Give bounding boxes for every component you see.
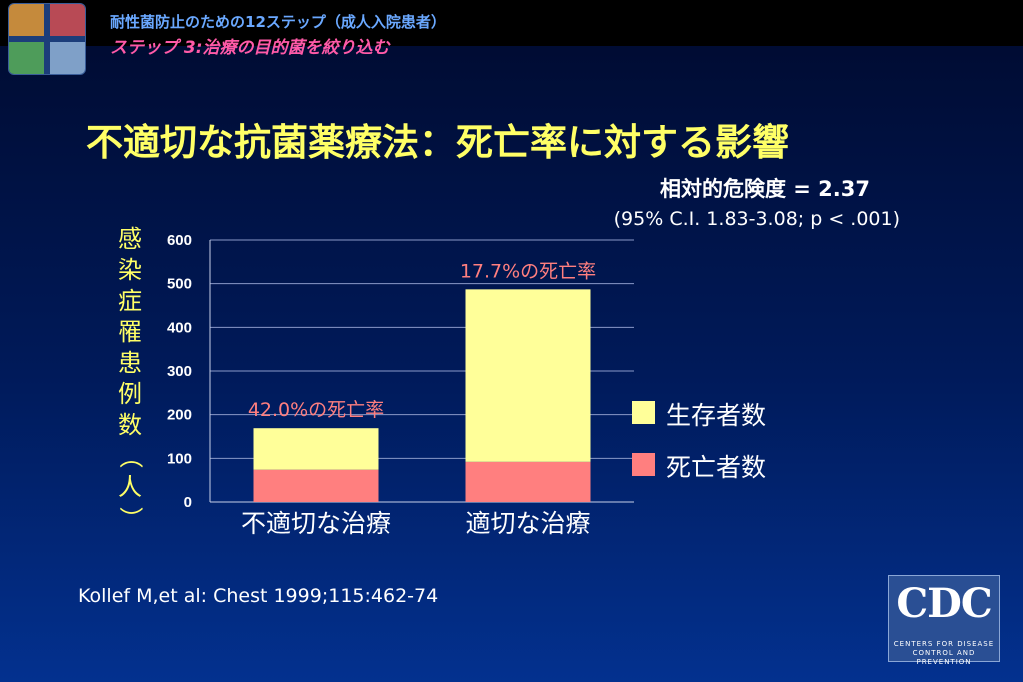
y-tick-label: 0 — [184, 494, 192, 511]
bar-segment — [465, 289, 591, 462]
y-tick-label: 600 — [167, 232, 192, 249]
citation: Kollef M,et al: Chest 1999;115:462-74 — [78, 585, 439, 607]
mortality-annotation: 42.0%の死亡率 — [248, 399, 384, 421]
legend-death-swatch — [632, 453, 655, 476]
y-tick-label: 300 — [167, 363, 192, 380]
program-logo — [8, 3, 86, 75]
y-axis-label-char: 例 — [118, 380, 142, 408]
header-step: ステップ 3:治療の目的菌を絞り込む — [110, 38, 390, 58]
cdc-logo: CDC CENTERS FOR DISEASE CONTROL AND PREV… — [888, 575, 1000, 666]
y-axis-label-char: 染 — [118, 256, 142, 284]
relative-risk: 相対的危険度 = 2.37 — [659, 177, 870, 201]
mortality-annotation: 17.7%の死亡率 — [460, 260, 596, 282]
y-tick-label: 400 — [167, 319, 192, 336]
y-tick-label: 200 — [167, 407, 192, 424]
legend-survivor-label: 生存者数 — [666, 401, 767, 430]
cdc-subtitle: CENTERS FOR DISEASE CONTROL AND PREVENTI… — [893, 640, 995, 667]
y-axis-label: 感染症罹患例数（人） — [113, 224, 147, 534]
y-axis-label-char: 症 — [118, 287, 142, 315]
legend-death-label: 死亡者数 — [666, 453, 767, 482]
x-tick-label: 不適切な治療 — [241, 509, 391, 538]
y-axis-label-char: 罹 — [118, 318, 142, 346]
header-bar — [0, 0, 1023, 46]
x-tick-label: 適切な治療 — [465, 509, 590, 538]
confidence-interval: (95% C.I. 1.83-3.08; p < .001) — [613, 208, 900, 230]
bar-segment — [253, 469, 379, 502]
slide-title: 不適切な抗菌薬療法：死亡率に対する影響 — [86, 121, 789, 164]
y-tick-label: 500 — [167, 276, 192, 293]
y-axis-label-char: 患 — [118, 349, 142, 377]
header-title: 耐性菌防止のための12ステップ（成人入院患者） — [110, 13, 446, 31]
y-axis-label-char: 感 — [118, 225, 142, 253]
legend-survivor-swatch — [632, 401, 655, 424]
bar-segment — [253, 428, 379, 470]
cdc-mark: CDC — [896, 580, 992, 627]
cdc-line1: CENTERS FOR DISEASE — [893, 640, 995, 648]
y-axis-label-char: 数 — [118, 411, 142, 439]
y-tick-label: 100 — [167, 450, 192, 467]
bar-segment — [465, 461, 591, 502]
y-axis-label-char: 人 — [118, 473, 142, 501]
cdc-line2: CONTROL AND PREVENTION — [912, 649, 976, 666]
